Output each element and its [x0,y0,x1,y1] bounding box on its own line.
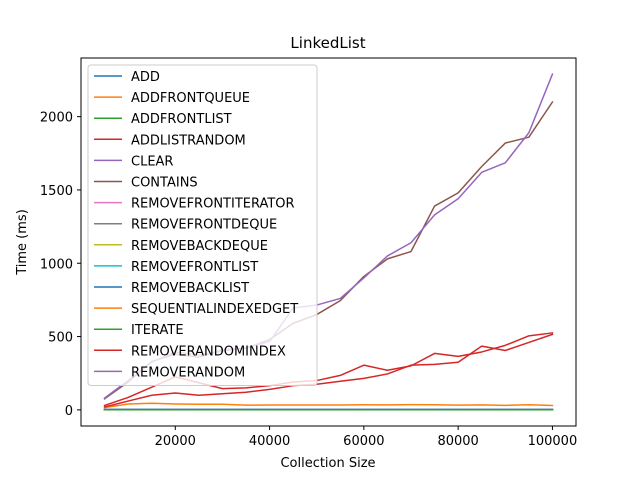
legend-label-removerandomindex: REMOVERANDOMINDEX [131,344,286,359]
y-tick-label: 1000 [40,257,73,272]
legend-label-contains: CONTAINS [131,176,198,191]
legend-label-sequentialindexedget: SEQUENTIALINDEXEDGET [131,302,298,317]
legend-label-add: ADD [131,70,160,85]
legend: ADD ADDFRONTQUEUE ADDFRONTLIST ADDLISTRANDO… [87,64,318,386]
x-axis-label: Collection Size [280,456,375,471]
x-tick-label: 20000 [155,434,196,449]
x-tick-label: 100000 [528,434,578,449]
chart-title: LinkedList [290,34,365,52]
x-axis-ticks: 20000 40000 60000 80000 100000 [155,426,578,449]
legend-label-removefrontdeque: REMOVEFRONTDEQUE [131,218,277,233]
legend-label-removerandom: REMOVERANDOM [131,365,245,380]
x-tick-label: 40000 [249,434,290,449]
y-tick-label: 500 [48,331,73,346]
series-line-sequentialindexedget [103,402,554,409]
y-tick-label: 0 [65,404,73,419]
series-line-removerandomindex [103,333,554,408]
y-axis-label: Time (ms) [15,209,30,276]
legend-label-clear: CLEAR [131,154,173,169]
legend-label-removebacklist: REMOVEBACKLIST [131,281,249,296]
x-tick-label: 60000 [343,434,384,449]
legend-label-removefrontlist: REMOVEFRONTLIST [131,260,258,275]
x-tick-label: 80000 [437,434,478,449]
legend-label-removefrontiterator: REMOVEFRONTITERATOR [131,197,295,212]
y-tick-label: 2000 [40,111,73,126]
legend-label-addfrontlist: ADDFRONTLIST [131,112,232,127]
legend-label-addlistrandom: ADDLISTRANDOM [131,133,246,148]
plot-lines [103,73,554,411]
legend-label-addfrontqueue: ADDFRONTQUEUE [131,91,250,106]
legend-box [87,64,318,386]
legend-label-iterate: ITERATE [131,323,184,338]
y-tick-label: 1500 [40,184,73,199]
y-axis-ticks: 0 500 1000 1500 2000 [40,111,81,419]
legend-label-removebackdeque: REMOVEBACKDEQUE [131,239,268,254]
plot-frame [80,57,577,427]
